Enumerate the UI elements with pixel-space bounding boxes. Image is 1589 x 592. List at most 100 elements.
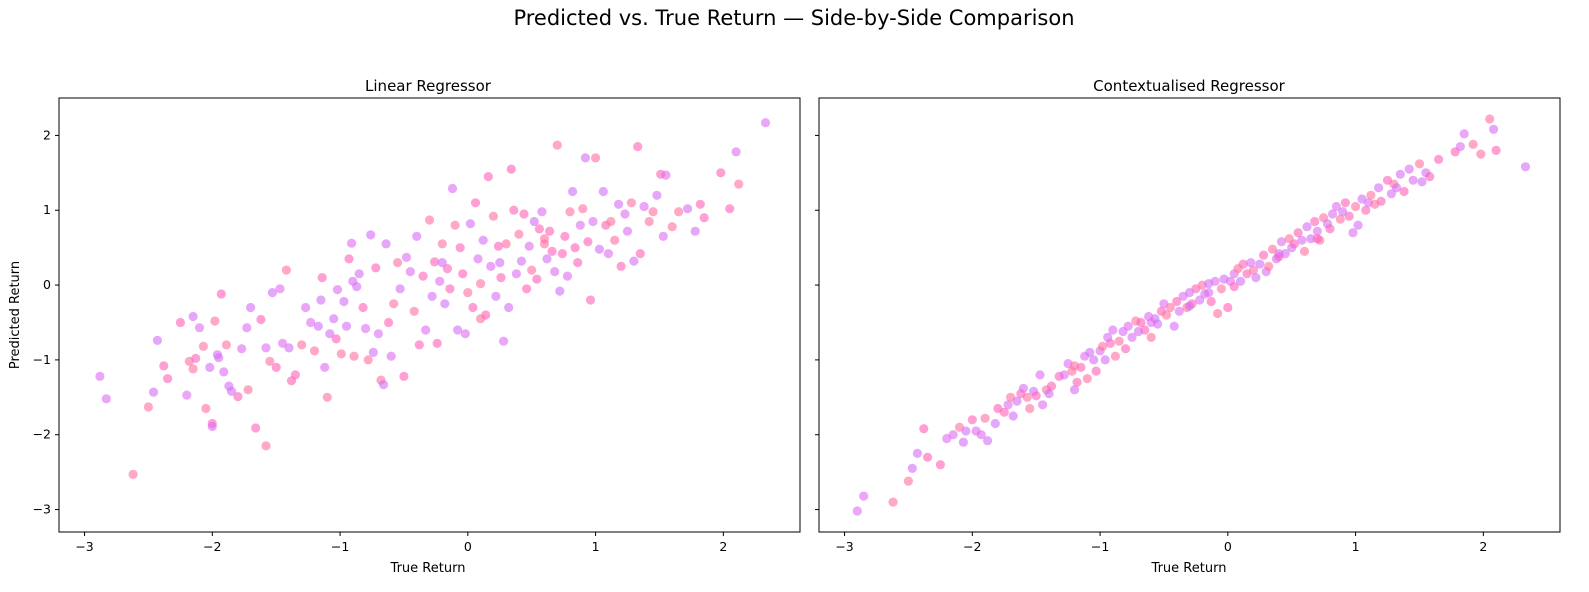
scatter-point-linear xyxy=(432,338,442,348)
scatter-point-linear xyxy=(504,302,514,313)
scatter-point-linear xyxy=(424,215,435,225)
scatter-point-linear xyxy=(358,302,368,313)
scatter-point-linear xyxy=(430,257,440,267)
scatter-point-contextualised xyxy=(1491,145,1501,155)
scatter-point-linear xyxy=(648,207,658,217)
x-tick-label: −3 xyxy=(835,539,853,554)
y-tick-label: −3 xyxy=(33,502,51,517)
scatter-point-linear xyxy=(261,441,271,451)
scatter-point-contextualised xyxy=(1425,172,1435,182)
scatter-point-contextualised xyxy=(1374,183,1384,193)
y-tick-label: 0 xyxy=(43,277,51,292)
panel-title-contextualised: Contextualised Regressor xyxy=(1093,77,1286,95)
scatter-point-contextualised xyxy=(1255,259,1265,269)
scatter-point-contextualised xyxy=(912,448,923,458)
scatter-point-linear xyxy=(629,256,639,266)
scatter-point-linear xyxy=(522,284,532,294)
scatter-point-contextualised xyxy=(1335,214,1345,224)
scatter-point-linear xyxy=(384,317,394,328)
scatter-point-contextualised xyxy=(1172,296,1182,307)
scatter-point-contextualised xyxy=(1031,391,1041,401)
scatter-point-linear xyxy=(339,296,349,307)
scatter-point-linear xyxy=(332,285,343,295)
scatter-point-linear xyxy=(575,220,585,230)
scatter-point-linear xyxy=(95,371,105,381)
scatter-point-linear xyxy=(148,387,159,397)
scatter-point-contextualised xyxy=(1038,400,1048,410)
scatter-point-linear xyxy=(152,335,162,345)
scatter-point-linear xyxy=(265,356,275,366)
y-tick-label: 1 xyxy=(43,202,51,217)
scatter-point-linear xyxy=(616,261,626,271)
scatter-point-contextualised xyxy=(1386,189,1396,199)
scatter-point-linear xyxy=(588,216,598,227)
y-tick-label: −2 xyxy=(33,427,51,442)
scatter-point-linear xyxy=(347,238,357,248)
scatter-point-linear xyxy=(221,340,231,350)
scatter-point-linear xyxy=(414,340,424,350)
scatter-point-linear xyxy=(201,403,211,414)
scatter-point-linear xyxy=(445,284,455,294)
y-tick-label: 2 xyxy=(43,127,51,142)
scatter-point-linear xyxy=(216,289,226,299)
scatter-point-linear xyxy=(233,392,243,402)
scatter-point-contextualised xyxy=(888,497,898,507)
scatter-point-linear xyxy=(191,353,201,363)
scatter-point-linear xyxy=(506,164,516,174)
scatter-point-linear xyxy=(465,219,475,229)
scatter-point-contextualised xyxy=(1140,325,1150,335)
scatter-point-linear xyxy=(427,291,437,301)
scatter-point-linear xyxy=(207,421,217,432)
scatter-point-linear xyxy=(243,385,253,395)
scatter-point-contextualised xyxy=(1376,196,1386,206)
scatter-point-contextualised xyxy=(1146,317,1156,328)
scatter-point-linear xyxy=(460,329,470,339)
scatter-point-contextualised xyxy=(1348,228,1358,238)
scatter-point-contextualised xyxy=(1223,302,1233,313)
scatter-point-contextualised xyxy=(1274,249,1284,259)
scatter-point-linear xyxy=(306,317,316,328)
scatter-point-contextualised xyxy=(1267,244,1278,254)
scatter-point-linear xyxy=(573,258,583,268)
scatter-point-linear xyxy=(626,198,637,208)
scatter-point-linear xyxy=(690,226,700,236)
x-tick-label: 0 xyxy=(1224,539,1232,554)
scatter-point-linear xyxy=(547,246,557,256)
scatter-point-contextualised xyxy=(1018,383,1028,393)
scatter-point-linear xyxy=(683,204,693,214)
scatter-point-linear xyxy=(658,231,668,241)
scatter-point-linear xyxy=(495,258,505,268)
scatter-point-linear xyxy=(301,302,311,313)
scatter-point-contextualised xyxy=(1216,284,1226,294)
scatter-point-contextualised xyxy=(1022,392,1032,402)
scatter-point-linear xyxy=(610,235,620,245)
scatter-point-linear xyxy=(421,325,431,335)
scatter-point-contextualised xyxy=(1344,211,1354,221)
scatter-point-contextualised xyxy=(1353,220,1363,230)
scatter-point-contextualised xyxy=(1206,296,1216,307)
scatter-point-linear xyxy=(412,231,422,241)
scatter-point-linear xyxy=(537,207,547,217)
scatter-point-linear xyxy=(395,284,405,294)
scatter-point-linear xyxy=(297,340,307,350)
scatter-point-contextualised xyxy=(1091,366,1101,376)
figure-title: Predicted vs. True Return — Side-by-Side… xyxy=(513,6,1074,30)
y-tick-label: −1 xyxy=(33,352,51,367)
scatter-point-contextualised xyxy=(1114,336,1124,346)
scatter-point-contextualised xyxy=(990,418,1000,429)
scatter-point-linear xyxy=(188,311,198,322)
scatter-point-linear xyxy=(447,183,458,194)
scatter-point-linear xyxy=(344,254,354,264)
scatter-point-linear xyxy=(501,239,511,249)
scatter-point-linear xyxy=(516,256,527,266)
x-tick-label: 2 xyxy=(719,539,727,554)
scatter-point-linear xyxy=(560,231,570,241)
scatter-point-contextualised xyxy=(1391,183,1402,193)
scatter-point-linear xyxy=(437,258,447,268)
scatter-point-linear xyxy=(527,265,537,275)
scatter-point-contextualised xyxy=(1246,258,1256,268)
scatter-point-linear xyxy=(509,205,519,215)
scatter-point-linear xyxy=(725,204,735,214)
scatter-point-linear xyxy=(442,264,452,274)
scatter-point-contextualised xyxy=(1276,237,1287,247)
